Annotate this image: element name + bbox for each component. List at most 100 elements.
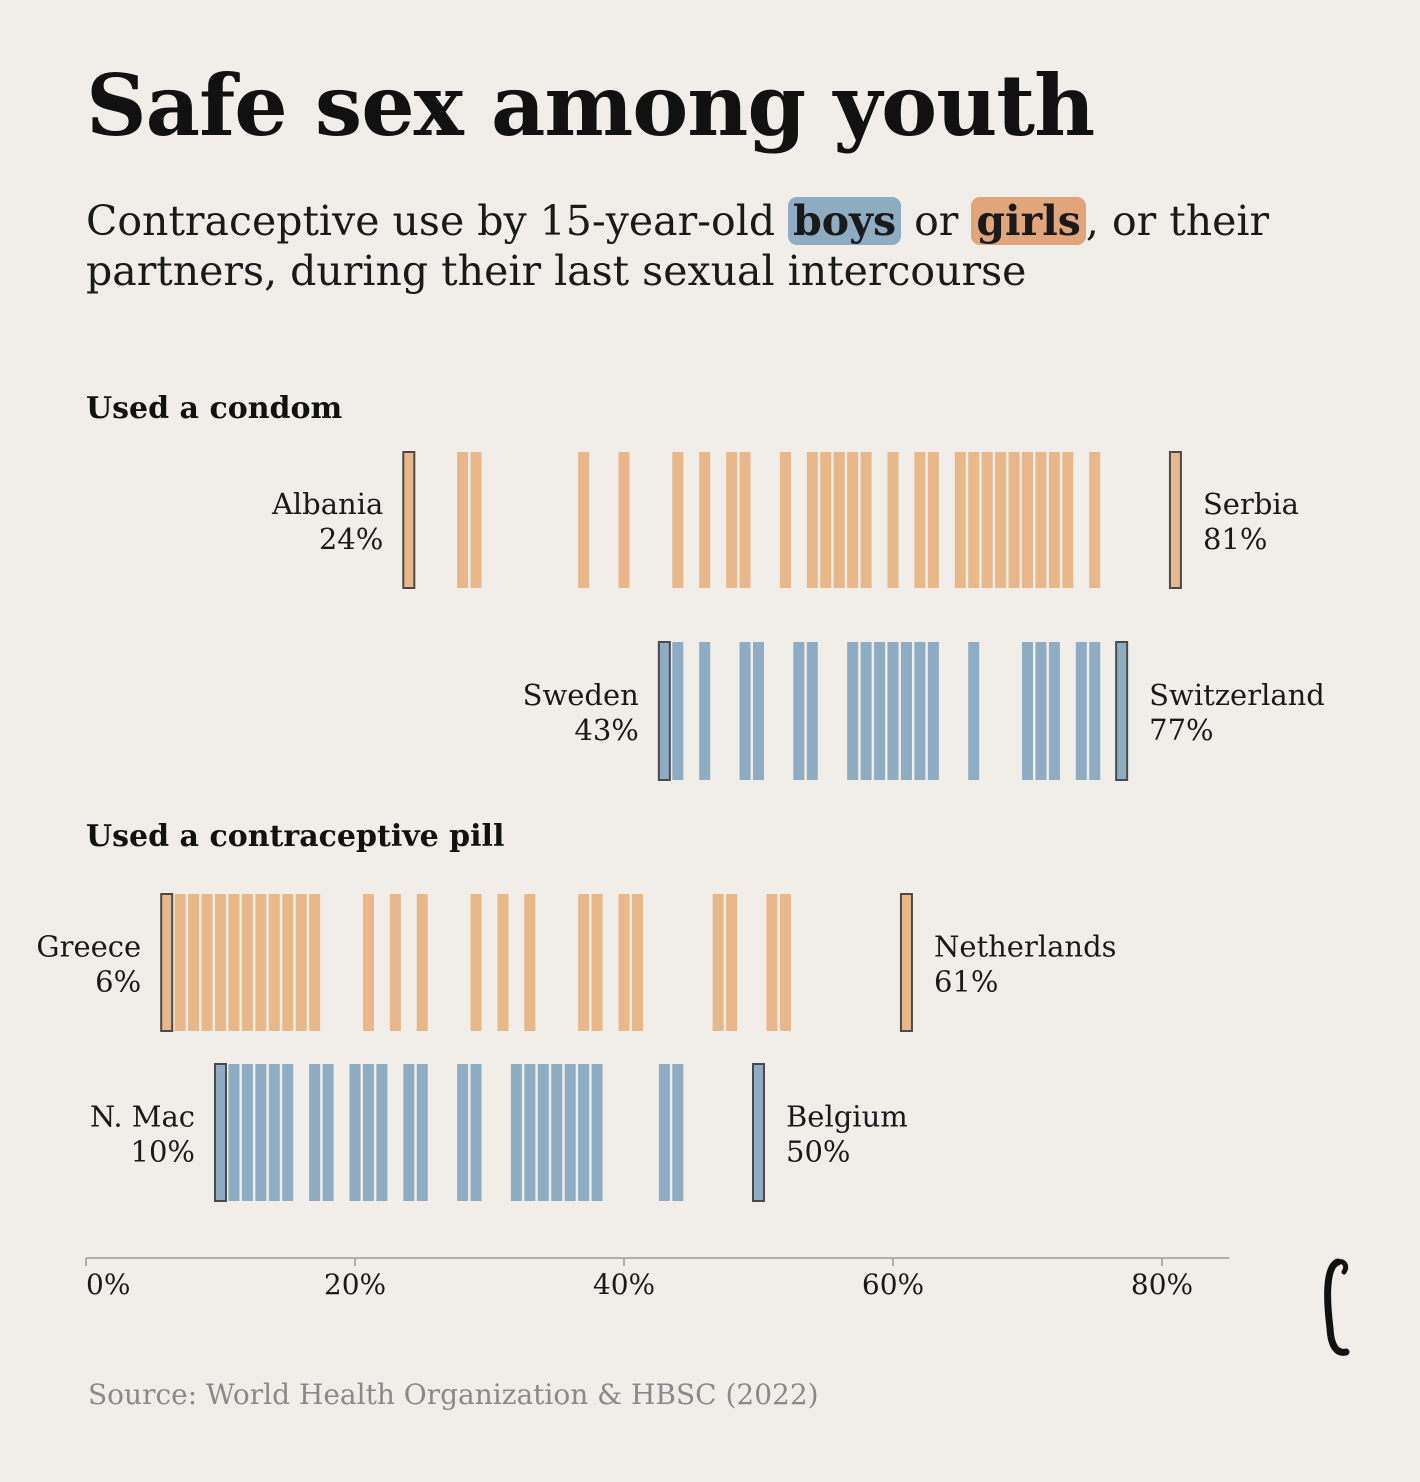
extreme-mark <box>752 1063 765 1202</box>
country-mark <box>739 452 751 588</box>
extreme-mark <box>402 451 416 589</box>
country-mark <box>658 1064 670 1201</box>
country-mark <box>578 452 590 588</box>
country-mark <box>362 894 374 1031</box>
country-mark <box>1035 642 1047 780</box>
max-value-label: 77% <box>1149 713 1213 747</box>
country-mark <box>416 894 428 1031</box>
country-mark <box>1022 452 1033 588</box>
country-mark <box>726 452 738 588</box>
country-mark <box>860 452 872 588</box>
country-mark <box>820 452 832 588</box>
country-mark <box>591 1064 603 1201</box>
country-mark <box>631 894 643 1031</box>
country-mark <box>309 894 321 1031</box>
country-mark <box>968 452 980 588</box>
country-mark <box>591 894 603 1031</box>
legend-girls-highlight: girls <box>971 197 1086 245</box>
country-mark <box>833 452 845 588</box>
country-mark <box>1008 452 1020 588</box>
country-mark <box>564 1064 576 1201</box>
country-mark <box>322 1064 334 1201</box>
chart-subtitle: Contraceptive use by 15-year-old boys or… <box>86 196 1346 296</box>
extreme-mark <box>657 641 671 781</box>
country-mark <box>362 1064 374 1201</box>
x-tick-label: 80% <box>1131 1268 1193 1301</box>
country-mark <box>524 1064 536 1201</box>
country-mark <box>1062 452 1074 588</box>
max-value-label: 50% <box>786 1135 850 1169</box>
country-mark <box>255 894 267 1031</box>
country-mark <box>578 1064 590 1201</box>
country-mark <box>806 642 818 780</box>
chart-title: Safe sex among youth <box>86 56 1095 155</box>
country-mark <box>995 452 1007 588</box>
country-mark <box>739 642 751 780</box>
max-country-label: Switzerland <box>1149 678 1325 712</box>
country-mark <box>524 894 536 1031</box>
max-value-label: 61% <box>934 965 998 999</box>
country-mark <box>1089 642 1101 780</box>
min-country-label: Greece <box>36 930 141 964</box>
x-tick-label: 40% <box>593 1268 655 1301</box>
country-mark <box>793 642 805 780</box>
country-mark <box>349 1064 361 1201</box>
country-mark <box>672 452 684 588</box>
country-mark <box>914 642 926 780</box>
publisher-logo-icon <box>1324 1258 1350 1356</box>
country-mark <box>981 452 993 588</box>
country-mark <box>255 1064 267 1201</box>
country-mark <box>174 894 186 1031</box>
subtitle-text-start: Contraceptive use by 15-year-old <box>86 197 789 245</box>
country-mark <box>510 1064 522 1201</box>
country-mark <box>618 894 630 1031</box>
country-mark <box>874 642 886 780</box>
country-mark <box>847 452 859 588</box>
country-mark <box>470 1064 482 1201</box>
subtitle-text-middle: or <box>901 197 972 245</box>
country-mark <box>927 452 939 588</box>
country-mark <box>887 642 899 780</box>
country-mark <box>927 642 939 780</box>
subtitle-text-end: , or their partners, during their last s… <box>86 197 1270 295</box>
country-mark <box>1048 642 1060 780</box>
source-note: Source: World Health Organization & HBSC… <box>88 1378 819 1411</box>
country-mark <box>188 894 200 1031</box>
min-value-label: 43% <box>574 713 638 747</box>
country-mark <box>1048 452 1060 588</box>
country-mark <box>470 452 482 588</box>
country-mark <box>699 452 711 588</box>
min-country-label: Sweden <box>523 678 639 712</box>
country-mark <box>954 452 966 588</box>
country-mark <box>900 642 912 780</box>
country-mark <box>241 894 253 1031</box>
country-mark <box>457 452 469 588</box>
min-country-label: N. Mac <box>90 1100 195 1134</box>
country-mark <box>228 1064 240 1201</box>
x-tick-label: 60% <box>862 1268 924 1301</box>
country-mark <box>268 1064 280 1201</box>
x-tick-label: 20% <box>324 1268 386 1301</box>
max-country-label: Belgium <box>786 1100 908 1134</box>
country-mark <box>726 894 738 1031</box>
country-mark <box>241 1064 253 1201</box>
country-mark <box>887 452 899 588</box>
country-mark <box>551 1064 563 1201</box>
country-mark <box>470 894 482 1031</box>
country-mark <box>618 452 630 588</box>
country-mark <box>712 894 724 1031</box>
country-mark <box>779 894 791 1031</box>
country-mark <box>779 452 791 588</box>
country-mark <box>914 452 926 588</box>
country-mark <box>295 894 307 1031</box>
country-mark <box>1022 642 1033 780</box>
country-mark <box>847 642 859 780</box>
country-mark <box>753 642 764 780</box>
min-value-label: 24% <box>319 522 383 556</box>
x-tick-label: 0% <box>86 1268 130 1301</box>
country-mark <box>1075 642 1087 780</box>
country-mark <box>457 1064 469 1201</box>
country-mark <box>578 894 590 1031</box>
min-value-label: 10% <box>131 1135 195 1169</box>
